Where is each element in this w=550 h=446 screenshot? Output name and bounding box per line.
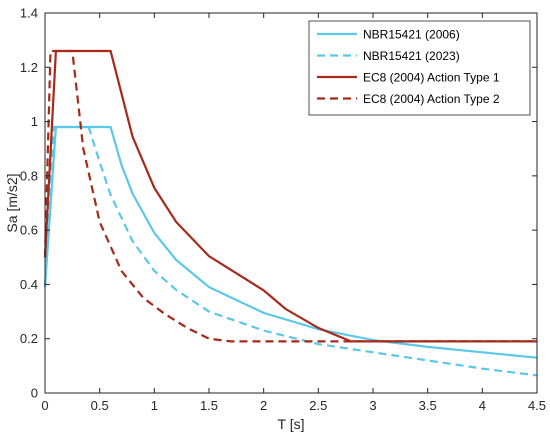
- legend-label: EC8 (2004) Action Type 1: [363, 71, 500, 85]
- x-axis-label: T [s]: [278, 416, 305, 432]
- y-tick-label: 1: [31, 114, 38, 129]
- y-axis-ticks: 0 0.2 0.4 0.6 0.8 1 1.2 1.4: [20, 6, 537, 401]
- x-axis-ticks: 0 0.5 1 1.5 2 2.5 3 3.5 4 4.5: [41, 13, 546, 413]
- series-line-ec8-2004-action-type-2: [43, 49, 537, 343]
- plot-frame: [44, 12, 538, 394]
- legend: NBR15421 (2006) NBR15421 (2023) EC8 (2004)…: [308, 20, 531, 116]
- x-tick-label: 2: [260, 398, 267, 413]
- series-line-nbr15421-2006: [43, 125, 538, 359]
- x-tick-label: 1: [151, 398, 158, 413]
- y-tick-label: 0.8: [20, 168, 38, 183]
- legend-label: EC8 (2004) Action Type 2: [363, 92, 500, 106]
- y-tick-label: 0.6: [20, 223, 38, 238]
- x-tick-label: 0.5: [91, 398, 109, 413]
- y-tick-label: 0: [31, 386, 38, 401]
- y-tick-label: 0.2: [20, 331, 38, 346]
- x-tick-label: 4.5: [528, 398, 546, 413]
- x-tick-label: 3: [369, 398, 376, 413]
- x-tick-label: 4: [479, 398, 486, 413]
- x-tick-label: 2.5: [309, 398, 327, 413]
- legend-label: NBR15421 (2006): [363, 28, 460, 42]
- legend-label: NBR15421 (2023): [363, 49, 460, 63]
- y-axis-label: Sa [m/s2]: [4, 173, 20, 232]
- x-tick-label: 0: [41, 398, 48, 413]
- x-tick-label: 3.5: [419, 398, 437, 413]
- y-tick-label: 0.4: [20, 277, 38, 292]
- x-tick-label: 1.5: [200, 398, 218, 413]
- plot-lines: [43, 49, 538, 377]
- y-tick-label: 1.2: [20, 60, 38, 75]
- series-line-nbr15421-2023: [43, 125, 538, 377]
- y-tick-label: 1.4: [20, 6, 38, 21]
